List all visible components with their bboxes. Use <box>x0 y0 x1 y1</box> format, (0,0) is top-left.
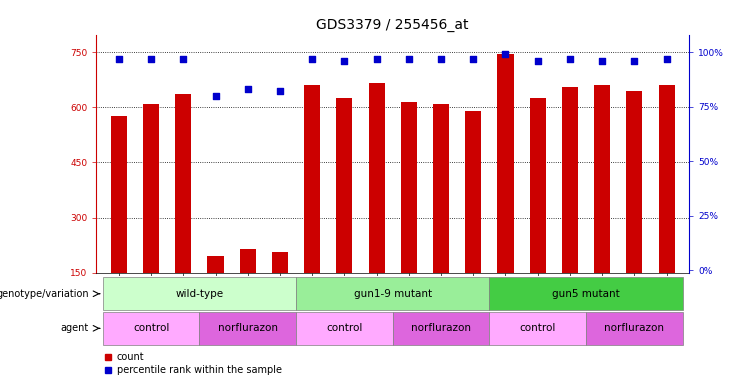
Bar <box>272 252 288 273</box>
Text: norflurazon: norflurazon <box>411 323 471 333</box>
Bar <box>368 83 385 273</box>
Bar <box>199 312 296 345</box>
Point <box>339 58 350 64</box>
Point <box>532 58 544 64</box>
Point <box>661 56 673 62</box>
Bar <box>111 116 127 273</box>
Legend: count, percentile rank within the sample: count, percentile rank within the sample <box>102 348 285 379</box>
Bar <box>296 312 393 345</box>
Bar <box>586 312 682 345</box>
Point <box>113 56 124 62</box>
Bar <box>562 87 578 273</box>
Text: genotype/variation: genotype/variation <box>0 289 89 299</box>
Bar <box>336 98 353 273</box>
Point <box>468 56 479 62</box>
Text: wild-type: wild-type <box>176 289 224 299</box>
Bar <box>143 104 159 273</box>
Bar <box>296 277 489 310</box>
Point <box>210 93 222 99</box>
Title: GDS3379 / 255456_at: GDS3379 / 255456_at <box>316 18 469 32</box>
Bar <box>489 277 682 310</box>
Text: norflurazon: norflurazon <box>218 323 278 333</box>
Point <box>628 58 640 64</box>
Point <box>564 56 576 62</box>
Bar <box>659 85 674 273</box>
Point <box>145 56 157 62</box>
Text: control: control <box>133 323 169 333</box>
Bar <box>207 256 224 273</box>
Point <box>597 58 608 64</box>
Bar <box>530 98 546 273</box>
Bar <box>103 277 296 310</box>
Bar <box>594 85 610 273</box>
Bar <box>626 91 642 273</box>
Bar <box>176 94 191 273</box>
Point <box>403 56 415 62</box>
Text: gun1-9 mutant: gun1-9 mutant <box>353 289 432 299</box>
Bar <box>489 312 586 345</box>
Point <box>499 51 511 57</box>
Point <box>274 88 286 94</box>
Bar <box>239 249 256 273</box>
Bar <box>401 102 417 273</box>
Bar <box>497 54 514 273</box>
Text: norflurazon: norflurazon <box>605 323 665 333</box>
Bar <box>465 111 482 273</box>
Bar <box>304 85 320 273</box>
Bar <box>433 104 449 273</box>
Text: control: control <box>326 323 362 333</box>
Bar <box>103 312 199 345</box>
Bar <box>393 312 489 345</box>
Point <box>370 56 382 62</box>
Text: gun5 mutant: gun5 mutant <box>552 289 620 299</box>
Text: agent: agent <box>61 323 89 333</box>
Text: control: control <box>519 323 556 333</box>
Point <box>177 56 189 62</box>
Point <box>435 56 447 62</box>
Point <box>242 86 253 92</box>
Point <box>306 56 318 62</box>
